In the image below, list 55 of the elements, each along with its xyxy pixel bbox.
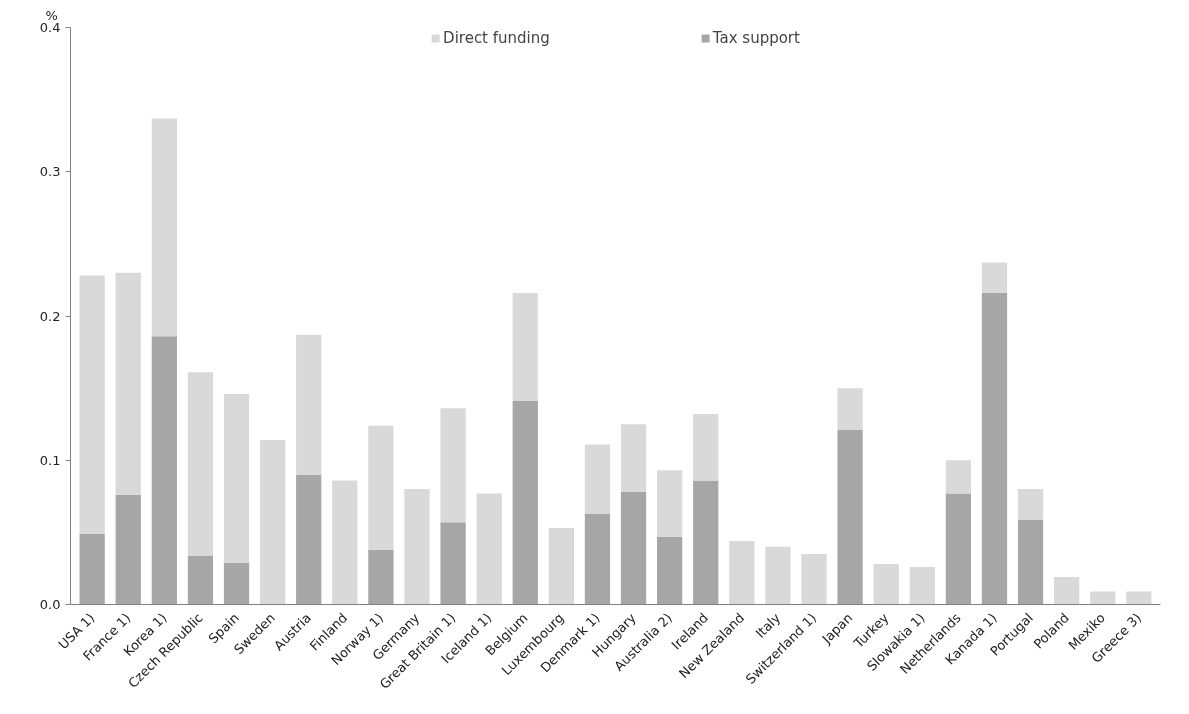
legend-label: Tax support <box>712 29 800 47</box>
bar <box>945 460 972 494</box>
bar <box>584 444 611 514</box>
bar <box>79 533 105 605</box>
bar <box>151 336 177 605</box>
bar <box>729 541 755 605</box>
y-tick-label: 0.1 <box>39 452 61 468</box>
bar <box>440 408 466 523</box>
legend-label: Direct funding <box>443 29 550 47</box>
bar <box>259 440 286 605</box>
bar <box>1017 489 1044 520</box>
bar <box>693 480 719 605</box>
bar <box>223 562 250 605</box>
bar <box>404 489 430 605</box>
bar <box>296 334 322 475</box>
bar <box>440 522 466 605</box>
bar <box>368 425 394 550</box>
bar <box>909 566 935 605</box>
bar <box>837 429 863 605</box>
bar <box>223 393 250 563</box>
bar <box>981 292 1008 605</box>
bar <box>657 470 683 537</box>
bar <box>657 536 683 605</box>
bar <box>476 493 502 605</box>
bar <box>115 494 141 605</box>
bar <box>151 118 177 337</box>
bar <box>765 546 791 605</box>
bar <box>187 372 214 556</box>
bar <box>296 474 322 605</box>
bar <box>332 480 358 605</box>
y-tick-label: 0.0 <box>39 597 61 612</box>
y-tick-label: 0.2 <box>39 308 61 324</box>
y-tick-label: 0.4 <box>39 20 61 35</box>
bar <box>873 564 899 605</box>
bar <box>1090 591 1116 605</box>
bar <box>620 424 647 492</box>
bar <box>837 388 863 430</box>
bar <box>115 272 141 495</box>
bar <box>693 414 719 481</box>
bar <box>1054 577 1080 605</box>
bar <box>1017 519 1044 605</box>
bar <box>368 549 394 605</box>
bar <box>512 401 538 605</box>
bar <box>620 491 647 605</box>
bar <box>512 292 538 402</box>
bar <box>945 493 972 605</box>
bar <box>801 554 827 605</box>
bar <box>1126 591 1152 605</box>
bar <box>584 513 611 605</box>
bar <box>79 275 105 534</box>
y-axis-title: % <box>45 7 58 23</box>
bar <box>981 262 1008 293</box>
y-tick-label: 0.3 <box>39 164 61 180</box>
bar <box>187 555 214 605</box>
bar <box>548 528 574 605</box>
